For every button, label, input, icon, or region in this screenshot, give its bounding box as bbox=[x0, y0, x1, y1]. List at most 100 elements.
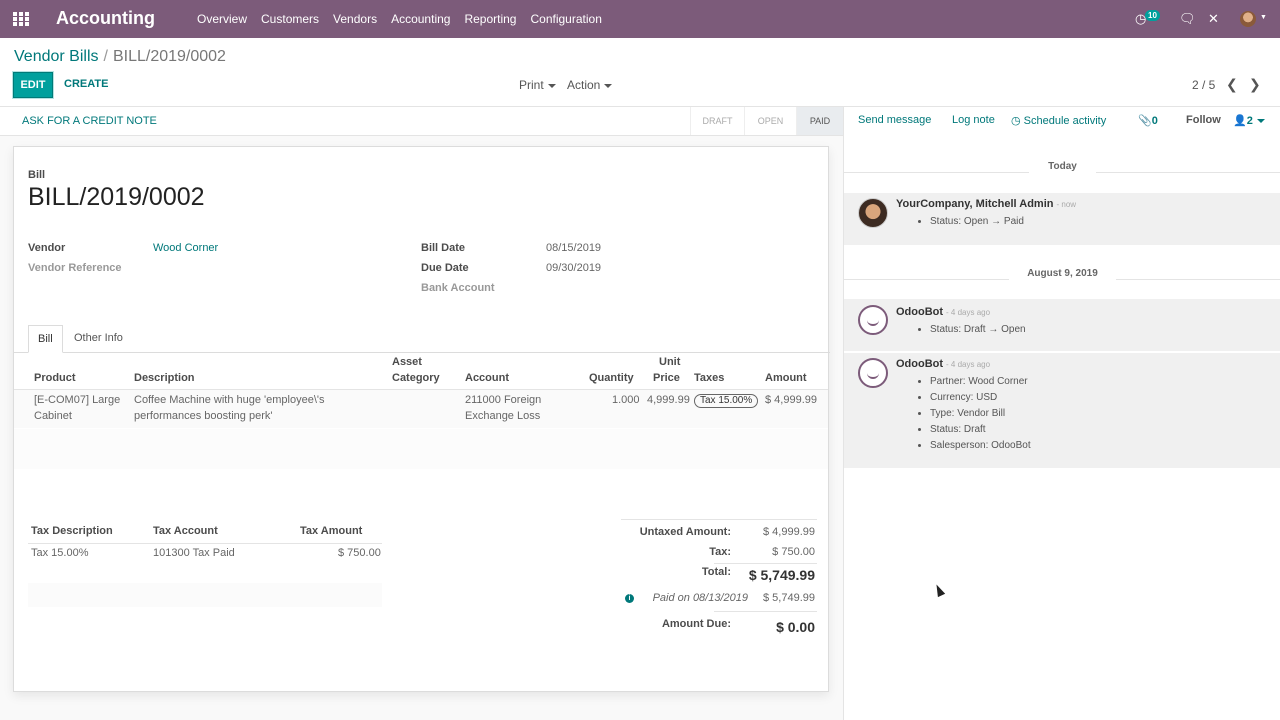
stage-draft[interactable]: DRAFT bbox=[690, 107, 744, 135]
tab-bill[interactable]: Bill bbox=[28, 325, 63, 353]
tab-other-info[interactable]: Other Info bbox=[74, 332, 123, 344]
tracking-item: Status: Draft bbox=[930, 422, 1031, 438]
total-divider bbox=[714, 563, 817, 564]
credit-note-button[interactable]: ASK FOR A CREDIT NOTE bbox=[22, 115, 157, 127]
odoobot-avatar[interactable] bbox=[858, 305, 888, 335]
tax-total-label: Tax: bbox=[709, 546, 731, 558]
doc-title: BILL/2019/0002 bbox=[28, 183, 205, 211]
breadcrumb-separator: / bbox=[103, 48, 108, 65]
caret-down-icon bbox=[547, 83, 556, 88]
tax-header-divider bbox=[28, 543, 382, 544]
tracking-item: Status: Draft → Open bbox=[930, 322, 1026, 338]
col-quantity[interactable]: Quantity bbox=[589, 372, 634, 384]
breadcrumb-vendor-bills[interactable]: Vendor Bills bbox=[14, 48, 99, 65]
control-panel: Vendor Bills / BILL/2019/0002 EDIT CREATE … bbox=[0, 38, 1280, 107]
tax-row-description: Tax 15.00% bbox=[31, 547, 89, 559]
close-icon[interactable]: ✕ bbox=[1208, 11, 1219, 26]
day-separator-line bbox=[844, 279, 1009, 280]
activity-clock-icon[interactable]: ◷ bbox=[1135, 11, 1147, 26]
tax-empty-row bbox=[28, 583, 382, 607]
attachments-button[interactable]: 📎0 bbox=[1138, 114, 1158, 127]
tax-row-account: 101300 Tax Paid bbox=[153, 547, 235, 559]
row-account-line2: Exchange Loss bbox=[465, 410, 541, 422]
schedule-activity-button[interactable]: ◷ Schedule activity bbox=[1011, 114, 1106, 127]
message-author: OdooBot - 4 days ago bbox=[896, 306, 990, 318]
menu-configuration[interactable]: Configuration bbox=[530, 12, 602, 26]
user-icon: 👤 bbox=[1233, 115, 1247, 127]
edit-button[interactable]: EDIT bbox=[13, 72, 53, 98]
print-dropdown[interactable]: Print bbox=[519, 78, 556, 92]
col-description[interactable]: Description bbox=[134, 372, 195, 384]
day-separator-line bbox=[1116, 279, 1280, 280]
tracking-item: Partner: Wood Corner bbox=[930, 374, 1031, 390]
amount-due-value: $ 0.00 bbox=[776, 619, 815, 635]
tax-row-amount: $ 750.00 bbox=[338, 547, 381, 559]
notebook-tabs: Bill Other Info bbox=[14, 325, 830, 353]
menu-customers[interactable]: Customers bbox=[261, 12, 320, 26]
col-asset-category-line2[interactable]: Category bbox=[392, 372, 440, 384]
chevron-left-icon[interactable]: ❮ bbox=[1226, 76, 1238, 92]
author-name[interactable]: OdooBot bbox=[896, 358, 944, 370]
stage-open[interactable]: OPEN bbox=[744, 107, 796, 135]
untaxed-amount-value: $ 4,999.99 bbox=[763, 526, 815, 538]
followers-button[interactable]: 👤2 bbox=[1233, 114, 1265, 127]
col-account[interactable]: Account bbox=[465, 372, 509, 384]
amount-due-label: Amount Due: bbox=[661, 618, 731, 630]
col-amount[interactable]: Amount bbox=[765, 372, 807, 384]
col-product[interactable]: Product bbox=[34, 372, 76, 384]
bank-account-label: Bank Account bbox=[421, 282, 495, 294]
chevron-down-icon[interactable]: ▼ bbox=[1260, 14, 1267, 21]
tax-tag: Tax 15.00% bbox=[694, 394, 759, 408]
pager-value[interactable]: 2 / 5 bbox=[1192, 78, 1216, 92]
stage-paid[interactable]: PAID bbox=[796, 107, 843, 135]
row-quantity: 1.000 bbox=[612, 394, 640, 406]
table-row[interactable] bbox=[14, 390, 828, 428]
avatar[interactable] bbox=[858, 198, 888, 228]
vendor-field[interactable]: Wood Corner bbox=[153, 242, 219, 254]
author-name[interactable]: OdooBot bbox=[896, 306, 944, 318]
col-unit-price-line2[interactable]: Price bbox=[653, 372, 680, 384]
apps-grid-icon[interactable] bbox=[13, 12, 29, 26]
row-unit-price: 4,999.99 bbox=[647, 394, 690, 406]
payment-value: $ 5,749.99 bbox=[763, 592, 815, 604]
caret-down-icon bbox=[1256, 119, 1265, 124]
total-value: $ 5,749.99 bbox=[748, 567, 815, 583]
row-amount: $ 4,999.99 bbox=[765, 394, 817, 406]
col-taxes[interactable]: Taxes bbox=[694, 372, 725, 384]
doc-type-label: Bill bbox=[28, 169, 46, 181]
chat-bubble-icon[interactable]: 🗨 bbox=[1179, 11, 1196, 26]
action-dropdown[interactable]: Action bbox=[567, 78, 613, 92]
empty-row bbox=[14, 429, 828, 469]
tracking-list: Partner: Wood Corner Currency: USD Type:… bbox=[930, 374, 1031, 454]
menu-vendors[interactable]: Vendors bbox=[333, 12, 378, 26]
log-note-button[interactable]: Log note bbox=[952, 114, 995, 126]
info-icon[interactable]: i bbox=[625, 594, 634, 603]
untaxed-amount-label: Untaxed Amount: bbox=[639, 526, 731, 538]
row-product-line2: Cabinet bbox=[34, 410, 72, 422]
message-time: - 4 days ago bbox=[946, 360, 991, 369]
follow-button[interactable]: Follow bbox=[1186, 114, 1221, 126]
menu-reporting[interactable]: Reporting bbox=[464, 12, 517, 26]
message-item: OdooBot- 4 days ago Status: Draft → Open bbox=[844, 299, 1280, 351]
day-separator-older: August 9, 2019 bbox=[1027, 268, 1098, 279]
form-statusbar: ASK FOR A CREDIT NOTE DRAFT OPEN PAID bbox=[0, 107, 843, 136]
send-message-button[interactable]: Send message bbox=[858, 114, 932, 126]
menu-overview[interactable]: Overview bbox=[197, 12, 248, 26]
row-product-line1: [E-COM07] Large bbox=[34, 394, 121, 406]
col-unit-price-line1[interactable]: Unit bbox=[659, 356, 681, 368]
action-label: Action bbox=[567, 78, 601, 92]
print-label: Print bbox=[519, 78, 544, 92]
tracking-list: Status: Draft → Open bbox=[930, 322, 1026, 338]
menu-accounting[interactable]: Accounting bbox=[391, 12, 451, 26]
user-avatar[interactable] bbox=[1240, 11, 1256, 27]
tax-col-description: Tax Description bbox=[31, 525, 113, 537]
col-asset-category-line1[interactable]: Asset bbox=[392, 356, 422, 368]
chevron-right-icon[interactable]: ❯ bbox=[1249, 76, 1261, 92]
attachments-count: 0 bbox=[1151, 115, 1158, 127]
author-name[interactable]: YourCompany, Mitchell Admin bbox=[896, 198, 1054, 210]
followers-count: 2 bbox=[1246, 115, 1253, 127]
create-button[interactable]: CREATE bbox=[64, 78, 109, 90]
odoobot-avatar[interactable] bbox=[858, 358, 888, 388]
bill-date-label: Bill Date bbox=[421, 242, 466, 254]
due-date-field: 09/30/2019 bbox=[546, 262, 602, 274]
